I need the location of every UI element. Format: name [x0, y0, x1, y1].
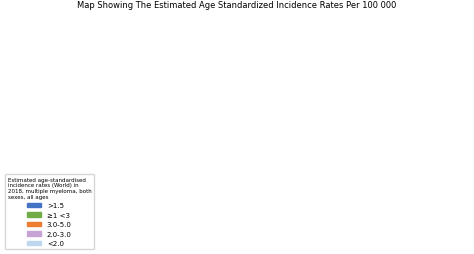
Legend: >1.5, ≥1 <3, 3.0-5.0, 2.0-3.0, <2.0: >1.5, ≥1 <3, 3.0-5.0, 2.0-3.0, <2.0 — [5, 174, 94, 249]
Title: Map Showing The Estimated Age Standardized Incidence Rates Per 100 000: Map Showing The Estimated Age Standardiz… — [77, 1, 397, 10]
